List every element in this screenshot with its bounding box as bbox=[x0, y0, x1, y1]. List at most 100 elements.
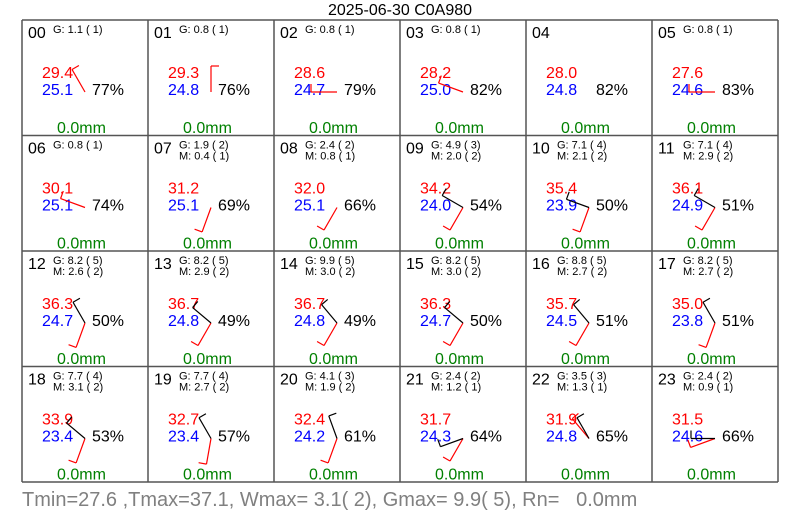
hour-cell: 12 G: 8.2 ( 5)M: 2.6 ( 2) 36.324.7 50% 0.0mm bbox=[28, 255, 124, 368]
wind-barb-shaft bbox=[201, 207, 212, 233]
mean-wind-text: M: 2.0 ( 2) bbox=[431, 151, 481, 163]
wind-barb-shaft bbox=[579, 207, 590, 233]
hour-label: 07 bbox=[154, 141, 172, 158]
wind-barb-flag bbox=[442, 340, 451, 347]
rain-value: 0.0mm bbox=[687, 236, 736, 253]
rain-value: 0.0mm bbox=[57, 120, 106, 137]
rain-value: 0.0mm bbox=[183, 351, 232, 368]
mean-wind-text: M: 3.0 ( 2) bbox=[431, 266, 481, 278]
hour-label: 18 bbox=[28, 372, 46, 389]
humidity-value: 51% bbox=[722, 313, 754, 330]
gust-text: G: 8.2 ( 5) bbox=[431, 255, 481, 267]
humidity-value: 64% bbox=[470, 429, 502, 446]
rain-value: 0.0mm bbox=[561, 351, 610, 368]
hour-label: 09 bbox=[406, 141, 424, 158]
hour-label: 03 bbox=[406, 25, 424, 42]
gust-text: G: 0.8 ( 1) bbox=[53, 140, 103, 152]
hour-cell: 20 G: 4.1 ( 3)M: 1.9 ( 2) 32.424.2 61% 0.0mm bbox=[280, 371, 376, 484]
temperature-value: 28.2 bbox=[420, 65, 451, 82]
hour-label: 08 bbox=[280, 141, 298, 158]
wind-barb-shaft bbox=[566, 198, 590, 209]
temperature-value: 36.7 bbox=[294, 296, 325, 313]
hour-cell: 21 G: 2.4 ( 2)M: 1.2 ( 1) 31.724.3 64% 0.0mm bbox=[406, 371, 502, 484]
hour-label: 04 bbox=[532, 25, 550, 42]
dewpoint-value: 24.6 bbox=[672, 429, 703, 446]
wind-barb-flag bbox=[190, 340, 199, 347]
wind-barb-flag bbox=[328, 412, 337, 417]
wind-barb-shaft bbox=[328, 415, 338, 439]
wind-barb-shaft bbox=[440, 437, 464, 448]
wind-barb-flag bbox=[66, 416, 73, 424]
mean-wind-text: M: 0.9 ( 1) bbox=[683, 382, 733, 394]
chart-title: 2025-06-30 C0A980 bbox=[328, 2, 472, 19]
wind-barb-flag bbox=[437, 438, 442, 447]
hour-cell: 23 G: 2.4 ( 2)M: 0.9 ( 1) 31.524.6 66% 0.0mm bbox=[658, 371, 754, 484]
gust-text: G: 1.9 ( 2) bbox=[179, 140, 229, 152]
hour-cell: 02 G: 0.8 ( 1) 28.624.7 79% 0.0mm bbox=[280, 24, 376, 137]
mean-wind-text: M: 1.2 ( 1) bbox=[431, 382, 481, 394]
hour-cell: 06 G: 0.8 ( 1) 30.125.1 74% 0.0mm bbox=[28, 140, 124, 253]
rain-value: 0.0mm bbox=[687, 467, 736, 484]
wind-barb-flag bbox=[72, 297, 81, 303]
hour-cell: 13 G: 8.2 ( 5)M: 2.9 ( 2) 36.724.8 49% 0.0mm bbox=[154, 255, 250, 368]
hour-label: 00 bbox=[28, 25, 46, 42]
hour-cell: 07 G: 1.9 ( 2)M: 0.4 ( 1) 31.225.1 69% 0.0mm bbox=[154, 140, 250, 253]
wind-barb-shaft bbox=[72, 301, 86, 324]
temperature-value: 28.0 bbox=[546, 65, 577, 82]
wind-barb-flag bbox=[576, 413, 585, 419]
hour-cell: 09 G: 4.9 ( 3)M: 2.0 ( 2)34.224.0 54%0.0mm bbox=[406, 140, 502, 253]
wind-barb-flag bbox=[694, 225, 703, 231]
wind-barb-flag bbox=[444, 301, 451, 308]
wind-barb-flag bbox=[192, 301, 199, 308]
dewpoint-value: 23.4 bbox=[168, 429, 199, 446]
rain-value: 0.0mm bbox=[561, 236, 610, 253]
hour-label: 01 bbox=[154, 25, 172, 42]
summary-footer: Tmin=27.6 ,Tmax=37.1, Wmax= 3.1( 2), Gma… bbox=[22, 489, 638, 511]
rain-value: 0.0mm bbox=[435, 351, 484, 368]
temperature-value: 32.4 bbox=[294, 412, 325, 429]
mean-wind-text: M: 0.4 ( 1) bbox=[179, 151, 229, 163]
gust-text: G: 7.7 ( 4) bbox=[179, 371, 229, 383]
hour-cell: 22 G: 3.5 ( 3)M: 1.3 ( 1) 31.924.8 65% 0.0mm bbox=[532, 371, 628, 484]
wind-barb-shaft bbox=[197, 322, 212, 346]
rain-value: 0.0mm bbox=[57, 236, 106, 253]
rain-value: 0.0mm bbox=[183, 120, 232, 137]
wind-barb-shaft bbox=[573, 304, 590, 324]
humidity-value: 49% bbox=[218, 313, 250, 330]
wind-barb-flag bbox=[320, 459, 329, 464]
mean-wind-text: M: 2.7 ( 2) bbox=[683, 266, 733, 278]
gust-text: G: 8.2 ( 5) bbox=[53, 255, 103, 267]
rain-value: 0.0mm bbox=[687, 351, 736, 368]
humidity-value: 49% bbox=[344, 313, 376, 330]
gust-text: G: 8.2 ( 5) bbox=[179, 255, 229, 267]
temperature-value: 32.0 bbox=[294, 181, 325, 198]
temperature-value: 35.7 bbox=[546, 296, 577, 313]
dewpoint-value: 24.0 bbox=[420, 198, 451, 215]
rain-value: 0.0mm bbox=[309, 236, 358, 253]
gust-text: G: 2.4 ( 2) bbox=[305, 140, 355, 152]
dewpoint-value: 23.8 bbox=[672, 313, 703, 330]
hour-cell: 08 G: 2.4 ( 2)M: 0.8 ( 1) 32.025.1 66% 0.0mm bbox=[280, 140, 376, 253]
gust-text: G: 1.1 ( 1) bbox=[53, 24, 103, 36]
hour-cell: 17 G: 8.2 ( 5)M: 2.7 ( 2) 35.023.8 51% 0.0mm bbox=[658, 255, 754, 368]
wind-barb-flag bbox=[316, 340, 325, 347]
rain-value: 0.0mm bbox=[435, 467, 484, 484]
temperature-value: 35.4 bbox=[546, 181, 577, 198]
humidity-value: 57% bbox=[218, 429, 250, 446]
wind-barb-shaft bbox=[449, 438, 464, 462]
humidity-value: 66% bbox=[344, 198, 376, 215]
temperature-value: 35.0 bbox=[672, 296, 703, 313]
temperature-value: 31.7 bbox=[420, 412, 451, 429]
wind-barb-shaft bbox=[75, 438, 86, 464]
mean-wind-text: M: 2.1 ( 2) bbox=[557, 151, 607, 163]
mean-wind-text: M: 1.3 ( 1) bbox=[557, 382, 607, 394]
wind-barb-shaft bbox=[693, 194, 716, 209]
humidity-value: 65% bbox=[596, 429, 628, 446]
wind-barb-flag bbox=[687, 439, 692, 448]
gust-text: G: 4.1 ( 3) bbox=[305, 371, 355, 383]
mean-wind-text: M: 2.9 ( 2) bbox=[683, 151, 733, 163]
rain-value: 0.0mm bbox=[183, 236, 232, 253]
wind-barb-shaft bbox=[192, 307, 212, 324]
rain-value: 0.0mm bbox=[435, 120, 484, 137]
rain-value: 0.0mm bbox=[435, 236, 484, 253]
